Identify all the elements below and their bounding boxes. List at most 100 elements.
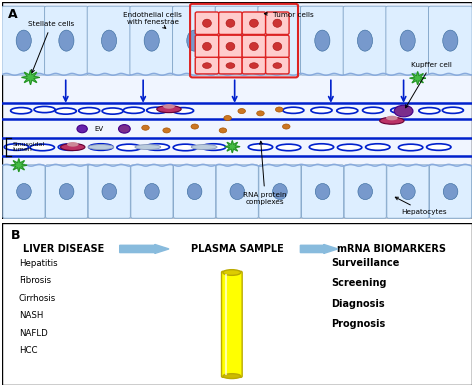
Ellipse shape [102, 183, 117, 200]
Ellipse shape [135, 144, 161, 149]
Text: LIVER DISEASE: LIVER DISEASE [23, 244, 104, 254]
Ellipse shape [145, 183, 159, 200]
Ellipse shape [226, 42, 235, 50]
Ellipse shape [357, 30, 373, 51]
FancyBboxPatch shape [386, 6, 429, 75]
FancyBboxPatch shape [46, 165, 88, 218]
Ellipse shape [163, 104, 175, 109]
Text: PLASMA SAMPLE: PLASMA SAMPLE [191, 244, 283, 254]
Ellipse shape [419, 108, 440, 114]
FancyBboxPatch shape [259, 165, 301, 218]
FancyBboxPatch shape [429, 165, 472, 218]
Ellipse shape [88, 144, 114, 149]
Text: Sinusoidal
lumen: Sinusoidal lumen [13, 142, 45, 152]
Ellipse shape [401, 183, 415, 200]
Ellipse shape [55, 108, 76, 114]
Polygon shape [225, 140, 240, 153]
Ellipse shape [399, 144, 423, 151]
Text: Tumor cells: Tumor cells [264, 12, 314, 18]
Ellipse shape [30, 144, 55, 151]
Ellipse shape [443, 183, 458, 200]
FancyBboxPatch shape [219, 35, 242, 58]
FancyBboxPatch shape [301, 6, 344, 75]
Ellipse shape [118, 125, 130, 133]
Ellipse shape [427, 144, 451, 150]
Ellipse shape [273, 63, 282, 68]
Ellipse shape [257, 111, 264, 116]
Ellipse shape [273, 19, 282, 27]
Text: Screening: Screening [331, 279, 386, 288]
FancyBboxPatch shape [195, 35, 219, 58]
Ellipse shape [202, 19, 211, 27]
Text: Surveillance: Surveillance [331, 258, 399, 268]
Ellipse shape [273, 183, 287, 200]
Ellipse shape [67, 142, 79, 147]
Ellipse shape [144, 30, 159, 51]
Text: Fibrosis: Fibrosis [19, 276, 51, 285]
Text: EV: EV [94, 126, 103, 132]
FancyBboxPatch shape [258, 6, 301, 75]
Ellipse shape [400, 30, 415, 51]
FancyBboxPatch shape [265, 57, 289, 74]
Text: Endothelial cells
with fenestrae: Endothelial cells with fenestrae [123, 12, 182, 28]
Ellipse shape [315, 183, 330, 200]
Text: Hepatocytes: Hepatocytes [395, 197, 447, 215]
Ellipse shape [202, 63, 211, 68]
Ellipse shape [89, 144, 113, 150]
FancyBboxPatch shape [344, 165, 386, 218]
Ellipse shape [34, 106, 55, 113]
Ellipse shape [309, 144, 334, 150]
Ellipse shape [311, 107, 332, 113]
Ellipse shape [173, 144, 198, 151]
Ellipse shape [442, 107, 464, 113]
Text: Stellate cells: Stellate cells [28, 21, 74, 73]
Ellipse shape [59, 183, 74, 200]
FancyBboxPatch shape [195, 57, 219, 74]
Ellipse shape [223, 374, 241, 378]
Ellipse shape [229, 30, 245, 51]
Text: Kupffer cell: Kupffer cell [406, 62, 452, 108]
FancyBboxPatch shape [428, 6, 472, 75]
FancyBboxPatch shape [88, 165, 130, 218]
Ellipse shape [224, 115, 231, 120]
FancyBboxPatch shape [3, 165, 45, 218]
Ellipse shape [249, 63, 258, 68]
Ellipse shape [238, 108, 246, 113]
FancyBboxPatch shape [343, 6, 387, 75]
Text: NASH: NASH [19, 311, 43, 320]
Ellipse shape [187, 183, 202, 200]
Ellipse shape [10, 108, 32, 114]
FancyBboxPatch shape [242, 35, 265, 58]
Ellipse shape [61, 144, 85, 151]
FancyBboxPatch shape [301, 165, 344, 218]
FancyBboxPatch shape [195, 12, 219, 34]
Ellipse shape [191, 124, 199, 129]
FancyBboxPatch shape [265, 12, 289, 34]
Ellipse shape [145, 144, 169, 150]
Ellipse shape [101, 30, 117, 51]
Text: Cirrhosis: Cirrhosis [19, 294, 56, 303]
Text: A: A [8, 8, 18, 21]
Ellipse shape [365, 144, 390, 150]
FancyBboxPatch shape [221, 271, 242, 377]
Ellipse shape [249, 19, 258, 27]
Ellipse shape [17, 183, 31, 200]
Ellipse shape [79, 108, 100, 114]
Ellipse shape [163, 128, 170, 133]
FancyBboxPatch shape [387, 165, 429, 218]
Ellipse shape [230, 183, 245, 200]
FancyBboxPatch shape [242, 12, 265, 34]
Ellipse shape [249, 42, 258, 50]
Ellipse shape [123, 107, 144, 113]
Ellipse shape [58, 144, 82, 150]
FancyBboxPatch shape [242, 57, 265, 74]
Polygon shape [22, 70, 39, 85]
Ellipse shape [59, 30, 74, 51]
Ellipse shape [16, 30, 31, 51]
Ellipse shape [380, 117, 404, 124]
Ellipse shape [4, 144, 28, 150]
Ellipse shape [117, 144, 141, 151]
FancyArrow shape [119, 245, 169, 253]
Text: Prognosis: Prognosis [331, 319, 385, 329]
Ellipse shape [337, 108, 358, 114]
